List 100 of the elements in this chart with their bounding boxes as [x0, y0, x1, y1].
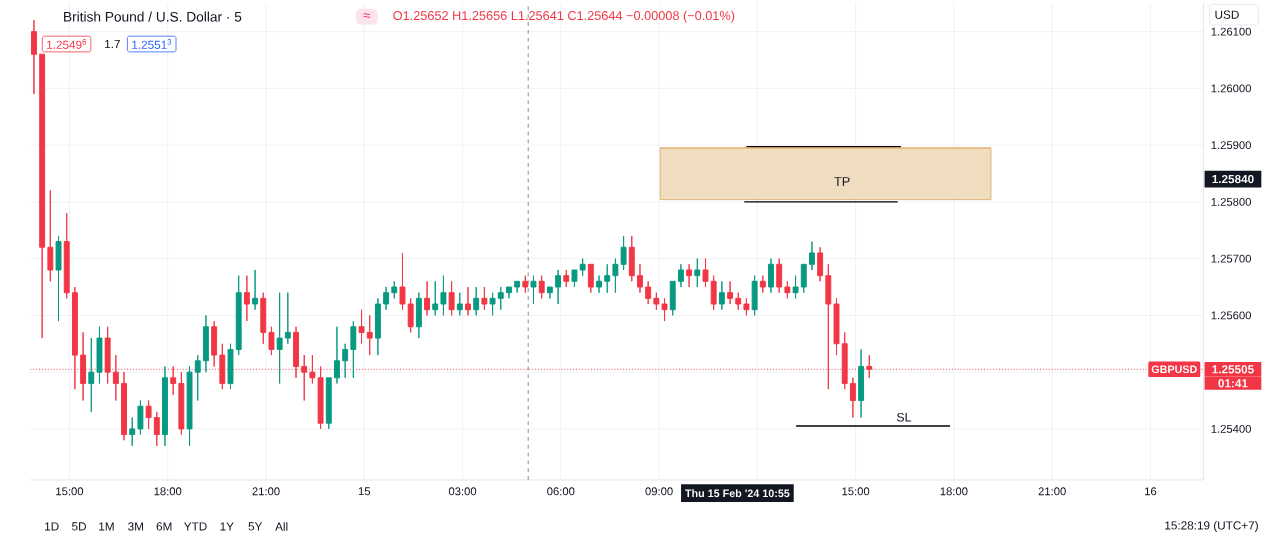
x-tick-label: 16 [1145, 487, 1157, 496]
candlestick [620, 235, 627, 271]
y-tick-label: 1.25700 [1211, 254, 1251, 263]
candlestick [383, 286, 390, 311]
candlestick [522, 275, 529, 294]
candlestick [710, 275, 717, 311]
text: TP [834, 177, 850, 186]
candlestick [284, 292, 291, 345]
candlestick [186, 365, 193, 447]
candlestick [849, 377, 856, 418]
candlestick [153, 411, 160, 447]
y-tick-label: 1.26000 [1211, 84, 1251, 93]
candlestick [628, 235, 635, 282]
y-tick-label: 1.26100 [1211, 27, 1251, 36]
candlestick [456, 292, 463, 316]
candlestick [817, 246, 824, 282]
candlestick [637, 263, 643, 294]
candlestick [833, 297, 840, 356]
candlestick [579, 258, 586, 277]
candlestick [96, 326, 103, 384]
candlestick [88, 337, 95, 413]
series-label: SL [896, 412, 911, 422]
text: 1.25840 [1212, 174, 1254, 184]
ref-line-label: 1.25505 [1212, 365, 1254, 374]
y-tick-label: 1.25400 [1211, 424, 1251, 433]
candlestick [366, 314, 373, 356]
candlestick [317, 365, 324, 430]
text: 5D [72, 522, 87, 531]
candlestick [440, 275, 447, 316]
y-tick-label: 1.25600 [1211, 311, 1251, 320]
candlestick [194, 354, 201, 401]
candlestick [145, 399, 152, 430]
candlestick [571, 269, 578, 288]
annotation: 1.7 [105, 39, 120, 49]
candlestick [604, 263, 611, 294]
candlestick [546, 286, 553, 299]
candlestick [530, 275, 537, 305]
candlestick [202, 314, 209, 373]
candlestick [407, 297, 414, 333]
text: O1.25652 H1.25656 L1.25641 C1.25644 −0.00008 (−0.01%) [393, 10, 735, 23]
candlestick [465, 286, 471, 316]
x-tick-label: 06:00 [547, 487, 575, 496]
candlestick [227, 343, 234, 390]
candlestick [669, 280, 676, 316]
candlestick [473, 286, 480, 316]
x-tick-label: 21:00 [1038, 487, 1066, 496]
candlestick [276, 292, 283, 384]
x-tick-label: 18:00 [940, 487, 968, 496]
candlestick [653, 292, 660, 311]
candlestick [751, 275, 758, 316]
candlestick [506, 286, 512, 299]
candlestick [759, 275, 766, 294]
text: 01:41 [1218, 379, 1248, 388]
candlestick [497, 286, 504, 311]
candlestick [325, 377, 332, 430]
chart-title: British Pound / U.S. Dollar · 5 [64, 11, 242, 22]
candlestick [391, 280, 398, 299]
candlestick [792, 275, 799, 299]
x-tick-label: 18:00 [154, 487, 182, 496]
candlestick [243, 275, 250, 322]
candlestick [137, 399, 144, 435]
candlestick [694, 258, 701, 288]
candlestick [612, 258, 619, 294]
annotation: GBPUSD [1151, 365, 1197, 374]
candlestick [800, 263, 807, 294]
annotation: 1.2551$^{3}$ [132, 39, 172, 49]
candlestick [162, 365, 168, 447]
candlestick [858, 348, 865, 418]
x-tick-label: 15 [358, 487, 371, 496]
candlestick [555, 269, 562, 305]
candlestick [677, 263, 684, 288]
x-tick-label: 03:00 [448, 487, 477, 496]
candlestick [727, 280, 733, 305]
candlestick [702, 258, 709, 288]
candlestick [481, 286, 488, 311]
candlestick [47, 189, 54, 282]
candlestick [768, 258, 774, 294]
annotation: ≈ [363, 13, 371, 18]
candlestick [424, 280, 430, 316]
candlestick [55, 235, 62, 322]
text: All [275, 522, 288, 531]
candlestick [686, 263, 693, 288]
candlestick [399, 252, 406, 311]
candlestick [178, 371, 185, 435]
candlestick [121, 371, 127, 441]
candlestick [268, 326, 275, 356]
text: 1M [99, 522, 114, 531]
x-tick-label: 21:00 [252, 487, 280, 496]
x-tick-label: 15:00 [842, 487, 870, 496]
candlestick [809, 241, 815, 271]
candlestick [538, 275, 545, 299]
candlestick [358, 309, 365, 345]
text: USD [1215, 10, 1239, 19]
candlestick [776, 258, 783, 294]
candlestick [645, 280, 652, 305]
candlestick [260, 292, 267, 345]
text: Thu 15 Feb '24 10:55 [685, 489, 790, 498]
y-tick-label: 1.25900 [1211, 141, 1251, 150]
candlestick [448, 280, 455, 316]
y-tick-label: 1.25800 [1211, 197, 1251, 206]
